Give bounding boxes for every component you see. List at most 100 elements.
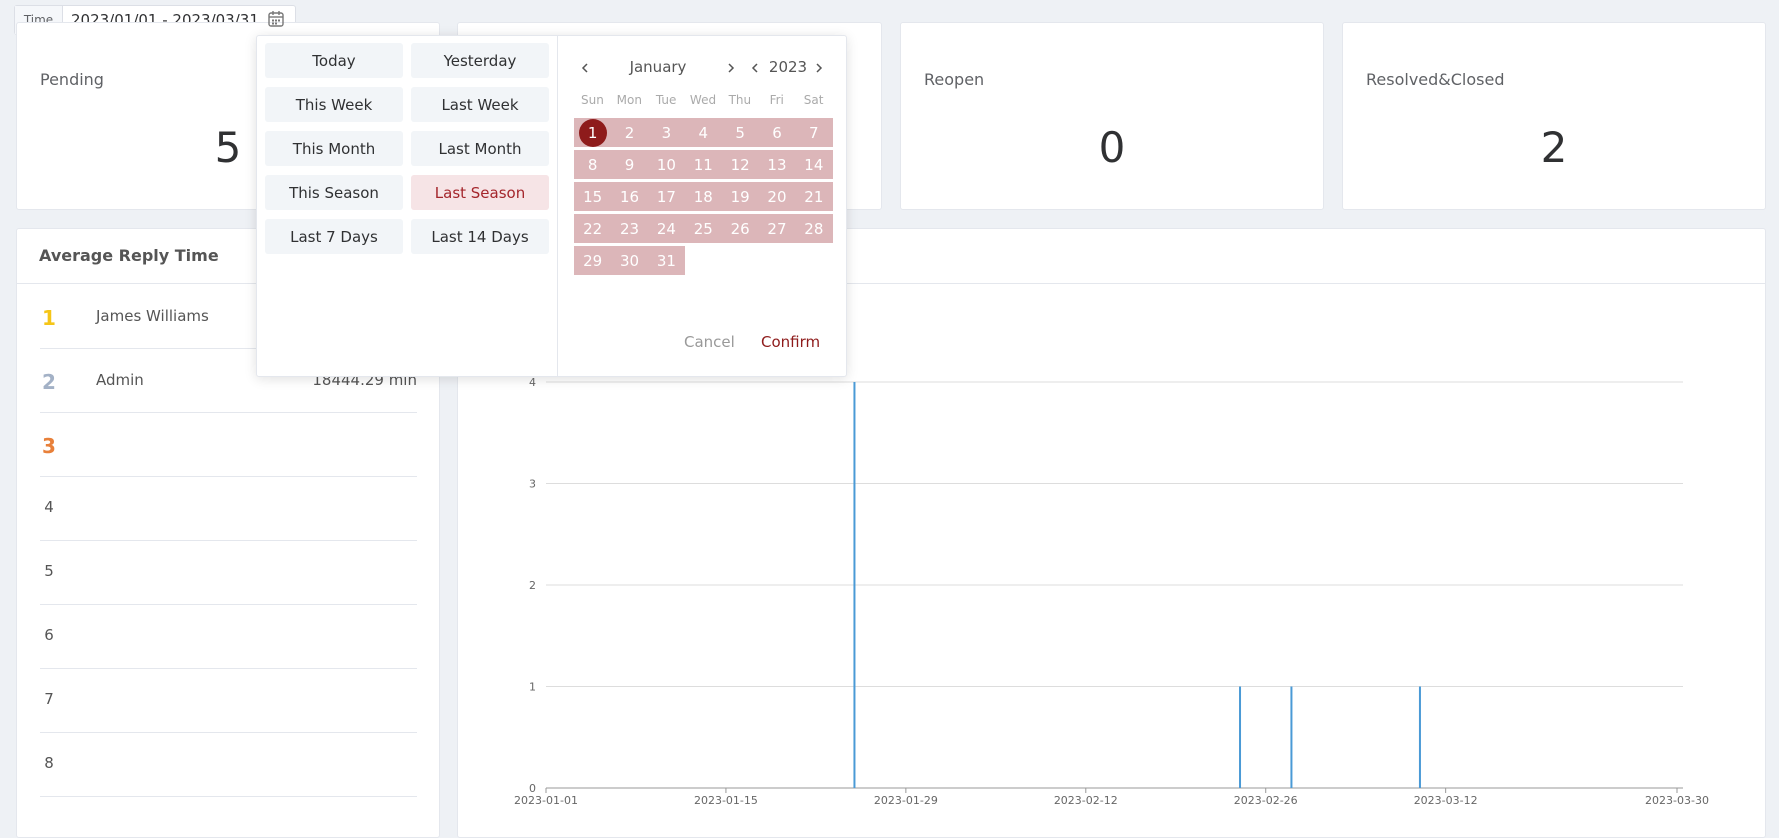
day: 11 [693,155,713,174]
shortcut-button[interactable]: This Week [265,87,403,122]
shortcut-button[interactable]: Yesterday [411,43,549,78]
weekday: Thu [728,93,752,107]
shortcut-button[interactable]: Today [265,43,403,78]
rank: 2 [42,370,56,394]
day-cell[interactable]: 18 [684,182,722,211]
chevron [816,63,823,73]
row-divider [40,412,417,413]
y-tick-label: 4 [529,376,536,389]
day-cell[interactable]: 17 [647,182,686,211]
day-cell[interactable]: 5 [721,118,759,147]
day: 15 [583,187,603,206]
x-tick-label: 2023-01-01 [514,794,578,807]
chevron [728,63,735,73]
day: 7 [809,123,819,142]
day-cell[interactable]: 2 [610,118,649,147]
chevron [751,63,758,73]
day: 6 [772,123,782,142]
shortcut-button[interactable]: This Month [265,131,403,166]
day-cell[interactable]: 4 [684,118,722,147]
y-tick-label: 2 [529,579,536,592]
day: 4 [698,123,709,142]
day: 19 [730,187,750,206]
day: 9 [624,155,635,174]
row-divider [40,668,417,669]
prev-year[interactable] [749,62,761,74]
day: 27 [767,219,787,238]
day-cell[interactable]: 23 [610,214,649,243]
day: 22 [583,219,603,238]
x-tick-label: 2023-03-30 [1645,794,1709,807]
day: 13 [767,155,787,174]
day-cell[interactable]: 1 [574,118,612,147]
month-label[interactable]: January [629,58,687,76]
row-divider [40,476,417,477]
x-tick-label: 2023-03-12 [1414,794,1478,807]
day: 24 [656,219,676,238]
row-divider [40,604,417,605]
day-cell[interactable]: 9 [610,150,649,179]
day-cell[interactable]: 26 [721,214,759,243]
year-label[interactable]: 2023 [768,58,808,76]
x-tick-label: 2023-01-15 [694,794,758,807]
day-cell[interactable]: 12 [721,150,759,179]
day-cell[interactable]: 8 [574,150,612,179]
cancel-button[interactable]: Cancel [684,333,735,351]
panel-title: Average Reply Time [39,246,219,265]
prev-month[interactable] [579,62,591,74]
day-cell[interactable]: 30 [610,246,649,275]
day: 14 [804,155,824,174]
day: 21 [804,187,824,206]
day-cell[interactable]: 7 [795,118,833,147]
rank: 6 [44,626,54,644]
day-cell[interactable]: 20 [758,182,796,211]
day-cell[interactable]: 10 [647,150,686,179]
day: 20 [767,187,787,206]
confirm-button[interactable]: Confirm [761,333,821,351]
weekday: Fri [769,93,784,107]
day-cell[interactable]: 28 [795,214,833,243]
day: 26 [730,219,750,238]
card-value: 2 [1540,123,1568,172]
card-label: Reopen [924,70,985,89]
next-year[interactable] [813,62,825,74]
day: 12 [730,155,750,174]
day-cell[interactable]: 31 [647,246,686,275]
day-cell[interactable]: 19 [721,182,759,211]
agent-name: James Williams [96,307,209,325]
day-cell[interactable]: 22 [574,214,612,243]
agent-name: Admin [96,371,144,389]
day-cell[interactable]: 24 [647,214,686,243]
next-month[interactable] [725,62,737,74]
x-tick-label: 2023-02-12 [1054,794,1118,807]
day-cell[interactable]: 14 [795,150,833,179]
shortcut-button[interactable]: Last 7 Days [265,219,403,254]
shortcut-button[interactable]: Last Week [411,87,549,122]
day: 30 [619,251,640,270]
rank: 7 [44,690,54,708]
calendar-icon[interactable] [267,10,285,28]
day-cell[interactable]: 29 [574,246,612,275]
shortcut-button[interactable]: Last Season [411,175,549,210]
weekday: Tue [655,93,677,107]
day-cell[interactable]: 6 [758,118,796,147]
divider [17,283,439,284]
stat-card: Reopen 0 [900,22,1324,210]
day-cell[interactable]: 15 [574,182,612,211]
day-cell[interactable]: 11 [684,150,722,179]
day-cell[interactable]: 21 [795,182,833,211]
divider [557,36,558,376]
shortcut-button[interactable]: This Season [265,175,403,210]
day-cell[interactable]: 25 [684,214,722,243]
day: 28 [804,219,824,238]
day-cell[interactable]: 27 [758,214,796,243]
day: 18 [693,187,713,206]
day-cell[interactable]: 3 [647,118,686,147]
weekday: Wed [689,93,717,107]
day-cell[interactable]: 13 [758,150,796,179]
shortcut-button[interactable]: Last Month [411,131,549,166]
chart: 0 1 2 3 4 2023-01-01 2023-01-15 2023-01-29 2023-… [514,376,1709,807]
shortcut-button[interactable]: Last 14 Days [411,219,549,254]
weekday: Sat [803,93,824,107]
day-cell[interactable]: 16 [610,182,649,211]
